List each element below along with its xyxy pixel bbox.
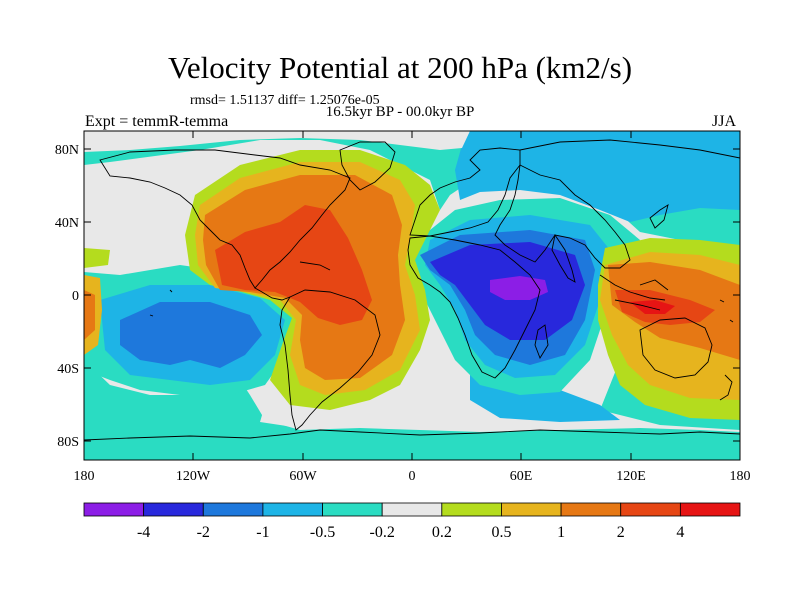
contour-north-neutral <box>84 131 470 152</box>
colorbar-swatch <box>202 502 264 517</box>
contour-north-lightblue <box>455 131 740 222</box>
contour-wpac-red <box>630 300 675 314</box>
coast-japan <box>649 204 669 229</box>
coast-new-zealand <box>719 374 733 401</box>
coast-central-america <box>254 261 331 301</box>
coast-antarctica <box>84 429 740 441</box>
coast-madagascar <box>534 324 549 360</box>
colorbar-swatch <box>441 502 502 517</box>
contour-fill-layer <box>84 131 740 460</box>
colorbar-label: -1 <box>256 524 269 541</box>
coast-pacific-islands <box>149 289 734 323</box>
colorbar-label: 2 <box>617 524 625 541</box>
colorbar-swatch <box>620 502 681 517</box>
rmsd-stats: rmsd= 1.51137 diff= 1.25076e-05 <box>190 93 380 108</box>
contour-africa-purple <box>490 276 548 300</box>
colorbar-swatch <box>501 502 562 517</box>
coastlines <box>84 139 740 441</box>
coast-north-america <box>99 149 351 289</box>
x-tick-label: 60E <box>510 469 533 484</box>
colorbar-label: 0.5 <box>491 524 511 541</box>
contour-atlantic-redorange <box>215 205 372 325</box>
coast-india <box>551 233 576 283</box>
x-tick-label: 0 <box>409 469 416 484</box>
tick-marks <box>83 131 741 460</box>
x-tick-label: 120W <box>176 469 211 484</box>
coast-south-america <box>279 289 381 431</box>
contour-south-cyan <box>84 360 740 460</box>
x-tick-label: 180 <box>74 469 95 484</box>
colorbar-swatch <box>143 502 204 517</box>
coast-europe <box>409 147 521 237</box>
coast-asia <box>494 139 740 269</box>
contour-pacific-blue <box>120 302 262 368</box>
y-tick-label: 40N <box>55 216 79 231</box>
colorbar-swatch <box>560 502 622 517</box>
colorbar-swatch <box>83 502 145 517</box>
y-tick-label: 80S <box>57 435 79 450</box>
x-tick-label: 180 <box>730 469 751 484</box>
season-label: JJA <box>712 113 737 130</box>
experiment-label: Expt = temmR-temma <box>85 113 229 130</box>
colorbar: -4 -2 -1 -0.5 -0.2 0.2 0.5 1 2 4 <box>83 502 741 541</box>
contour-leftedge-orange <box>84 290 95 340</box>
y-tick-labels: 80N 40N 0 40S 80S <box>55 143 79 450</box>
plot-title: Velocity Potential at 200 hPa (km2/s) <box>167 50 633 85</box>
colorbar-label: 4 <box>676 524 684 541</box>
coast-australia <box>639 317 713 379</box>
x-tick-labels: 180 120W 60W 0 60E 120E 180 <box>74 469 751 484</box>
x-tick-label: 120E <box>616 469 646 484</box>
colorbar-swatch <box>322 502 383 517</box>
colorbar-label: 0.2 <box>432 524 452 541</box>
y-tick-label: 80N <box>55 143 79 158</box>
y-tick-label: 40S <box>57 362 79 377</box>
colorbar-swatch <box>381 502 443 517</box>
colorbar-swatch <box>262 502 323 517</box>
colorbar-swatch <box>679 502 741 517</box>
coast-greenland <box>339 141 396 191</box>
coast-africa <box>407 235 541 379</box>
y-tick-label: 0 <box>72 289 79 304</box>
colorbar-label: 1 <box>557 524 565 541</box>
colorbar-label: -4 <box>137 524 150 541</box>
plot-subtitle: 16.5kyr BP - 00.0kyr BP <box>325 104 475 120</box>
x-tick-label: 60W <box>289 469 317 484</box>
colorbar-label: -2 <box>197 524 210 541</box>
colorbar-label: -0.5 <box>310 524 335 541</box>
contour-leftedge-green <box>84 248 110 268</box>
colorbar-label: -0.2 <box>370 524 395 541</box>
coast-indonesia <box>599 274 669 311</box>
